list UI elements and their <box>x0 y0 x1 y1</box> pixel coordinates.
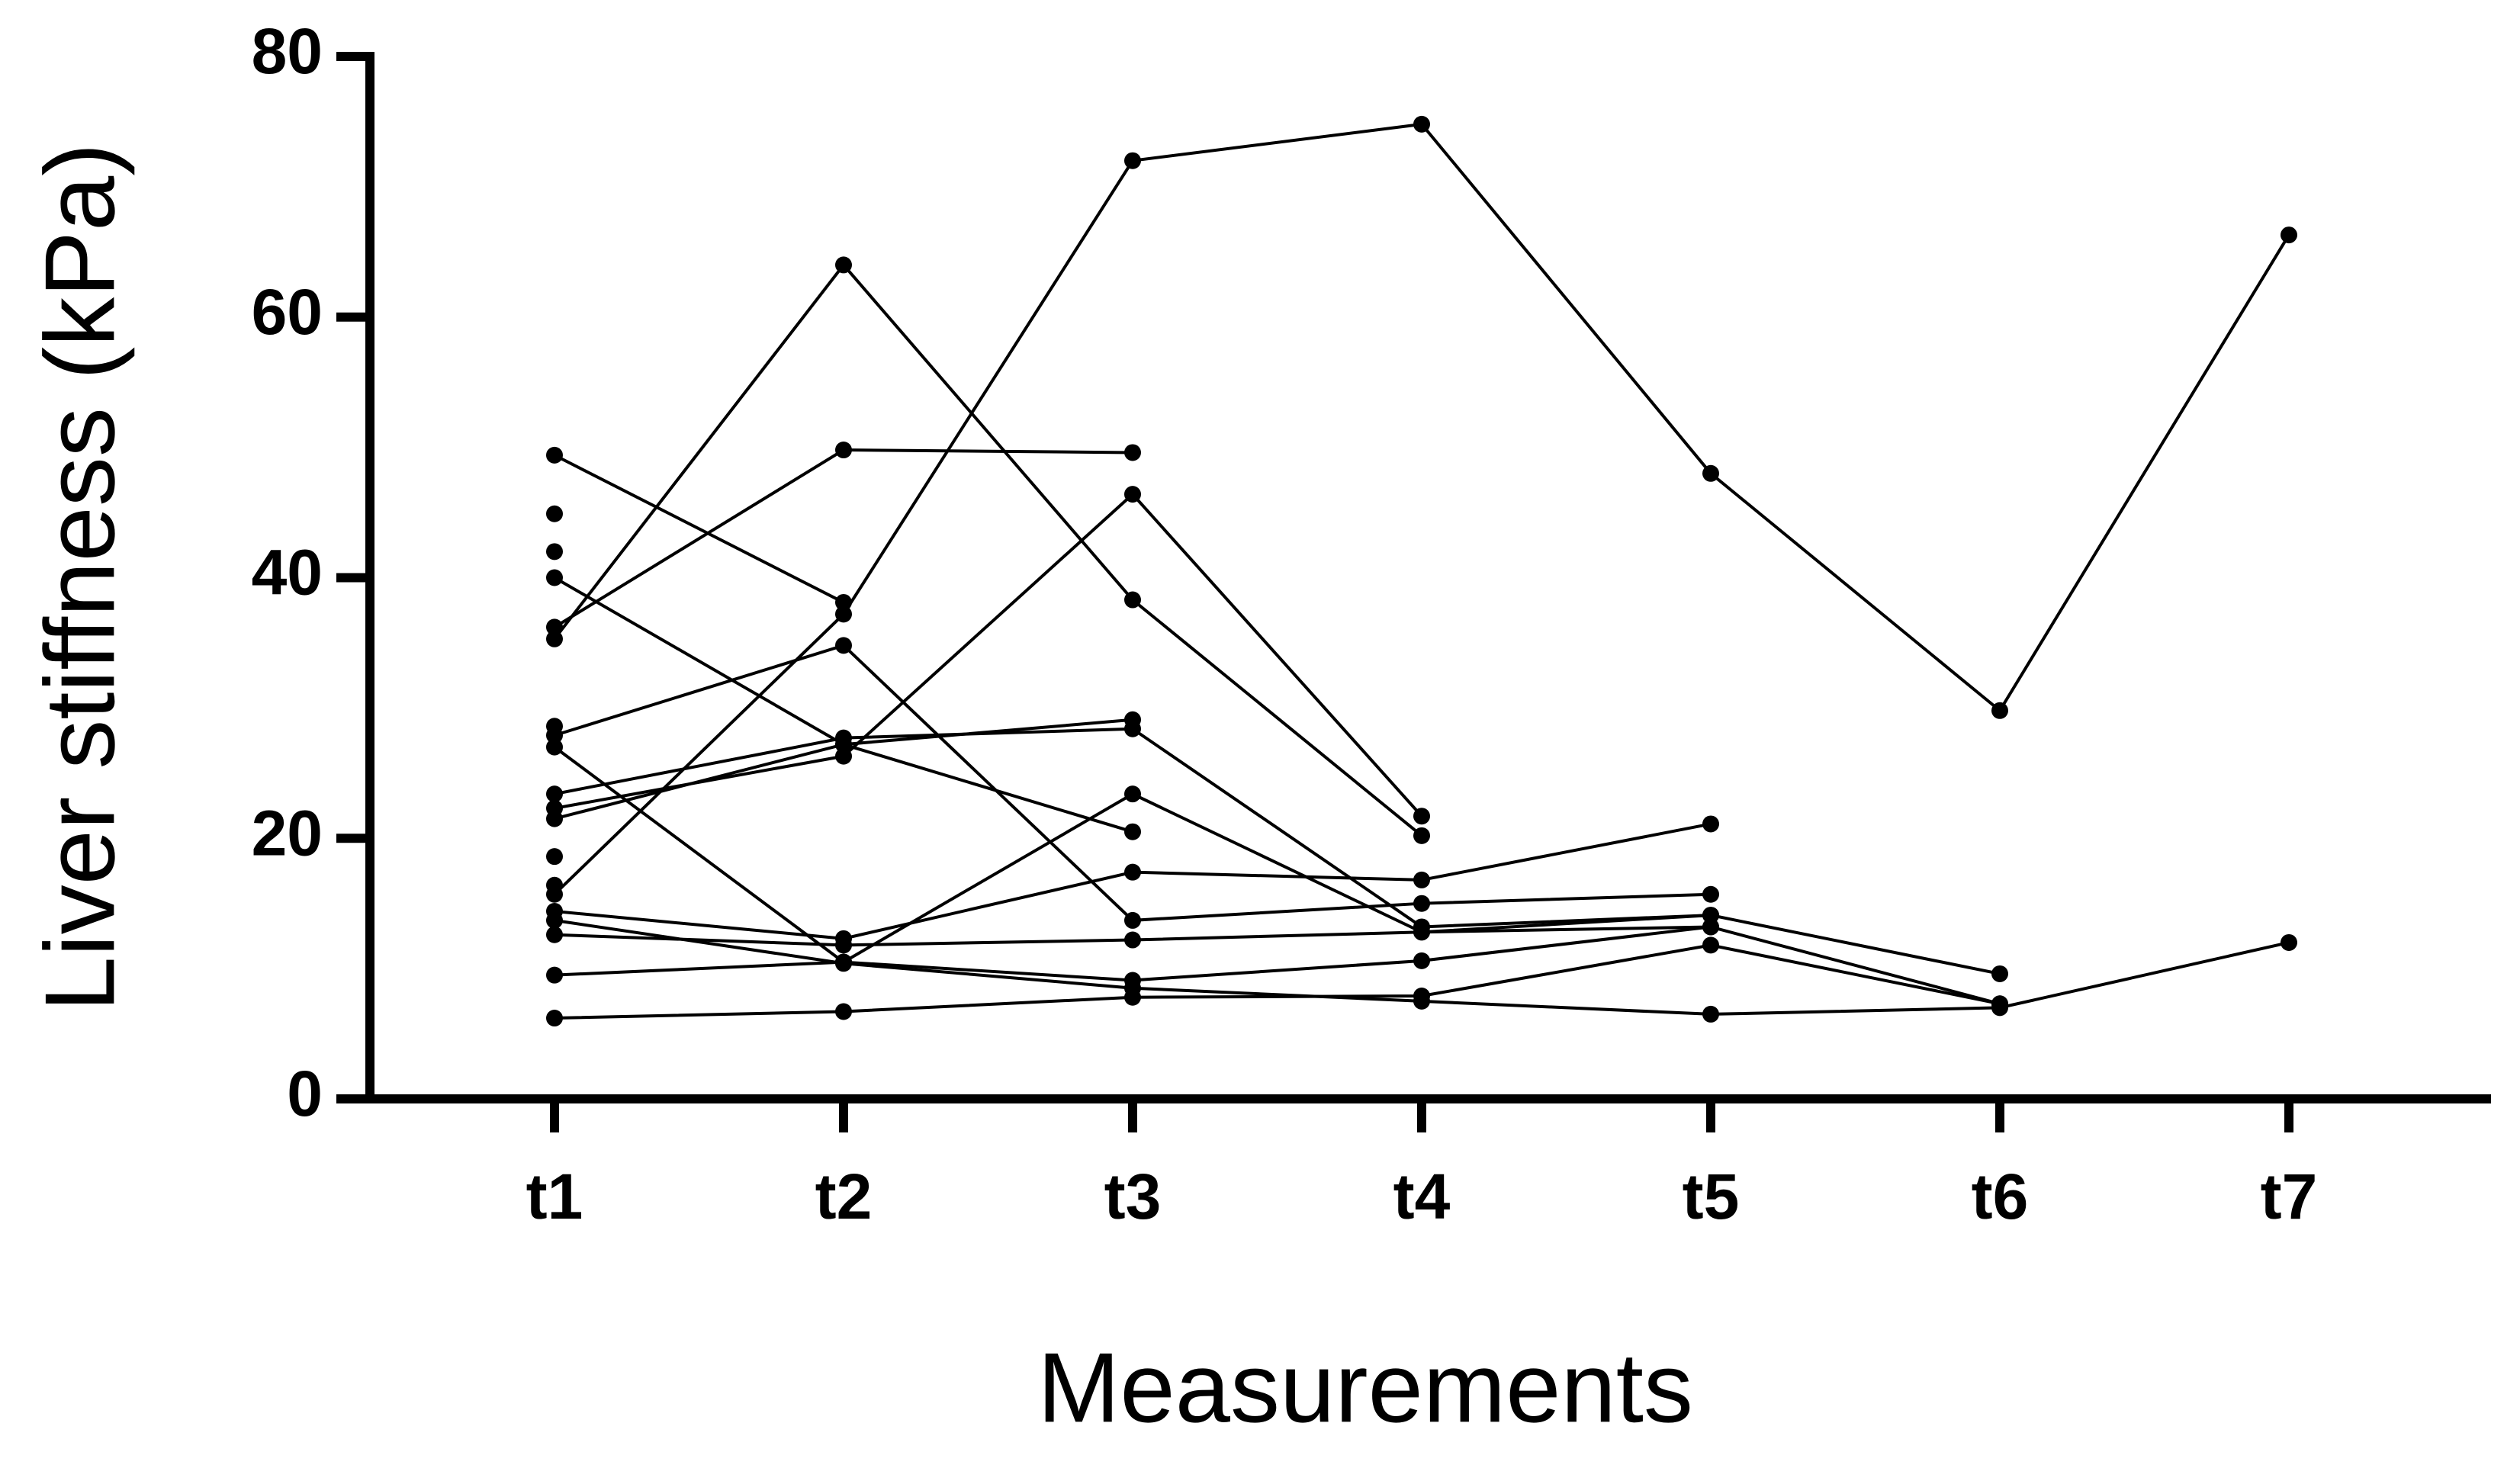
data-point <box>1413 924 1430 941</box>
data-point <box>546 848 563 866</box>
data-point <box>546 505 563 522</box>
data-point <box>1702 918 1719 936</box>
data-point <box>1702 907 1719 924</box>
data-point <box>1124 931 1141 949</box>
data-point <box>1124 863 1141 881</box>
data-point <box>1413 827 1430 844</box>
data-point <box>2281 933 2297 951</box>
data-point <box>546 738 563 756</box>
data-point <box>835 637 852 654</box>
data-point <box>835 593 852 611</box>
y-axis-title: Liver stiffness (kPa) <box>24 143 135 1011</box>
data-point <box>1702 464 1719 482</box>
data-point <box>835 256 852 274</box>
data-point <box>546 543 563 561</box>
y-tick-label: 40 <box>252 537 323 609</box>
x-tick-label: t5 <box>1683 1161 1740 1232</box>
data-point <box>546 618 563 636</box>
data-point <box>1413 115 1430 133</box>
data-point <box>1702 885 1719 903</box>
data-point <box>835 442 852 459</box>
data-point <box>546 911 563 929</box>
x-tick-label: t7 <box>2261 1161 2318 1232</box>
data-point <box>1991 702 2008 719</box>
x-tick-label: t1 <box>526 1161 583 1232</box>
data-point <box>835 736 852 753</box>
data-point <box>1702 936 1719 954</box>
series-line <box>553 746 2001 1006</box>
series-line <box>554 914 2001 975</box>
data-point <box>1124 911 1141 929</box>
data-point <box>546 810 563 827</box>
data-point <box>1124 785 1141 803</box>
data-point <box>835 936 852 954</box>
data-point <box>546 630 563 647</box>
data-point <box>1124 152 1141 169</box>
data-point <box>1991 965 2008 982</box>
data-point <box>1124 486 1141 503</box>
data-point <box>835 606 852 623</box>
data-point <box>1124 823 1141 840</box>
data-point <box>835 747 852 765</box>
y-tick-label: 60 <box>252 276 323 348</box>
data-point <box>1413 952 1430 969</box>
data-point <box>1124 591 1141 609</box>
y-tick-label: 0 <box>287 1058 323 1129</box>
data-point <box>835 1003 852 1020</box>
y-tick-label: 80 <box>252 15 323 87</box>
data-point <box>546 446 563 464</box>
x-axis-title: Measurements <box>1037 1331 1693 1443</box>
data-point <box>1413 871 1430 888</box>
data-point <box>835 953 852 971</box>
data-point <box>1124 988 1141 1006</box>
x-tick-label: t2 <box>815 1161 873 1232</box>
data-point <box>546 966 563 984</box>
x-tick-label: t3 <box>1104 1161 1162 1232</box>
data-point <box>1702 1005 1719 1023</box>
data-point <box>1413 895 1430 912</box>
data-point <box>1124 711 1141 728</box>
data-point <box>546 1010 563 1027</box>
data-point <box>1124 444 1141 461</box>
data-point <box>2281 226 2297 244</box>
data-point <box>546 718 563 735</box>
x-tick-label: t4 <box>1393 1161 1451 1232</box>
data-point <box>546 876 563 894</box>
series-line <box>553 122 2290 896</box>
series-line <box>554 943 2001 1020</box>
data-point <box>1413 808 1430 825</box>
x-tick-label: t6 <box>1972 1161 2029 1232</box>
series-line <box>553 262 1423 837</box>
data-point <box>546 926 563 943</box>
data-point <box>1413 988 1430 1005</box>
data-point <box>1702 815 1719 833</box>
data-point <box>546 785 563 803</box>
series-line <box>554 454 844 604</box>
y-tick-label: 20 <box>252 797 323 869</box>
data-point <box>1991 995 2008 1013</box>
data-point <box>546 569 563 586</box>
data-point <box>1124 972 1141 989</box>
